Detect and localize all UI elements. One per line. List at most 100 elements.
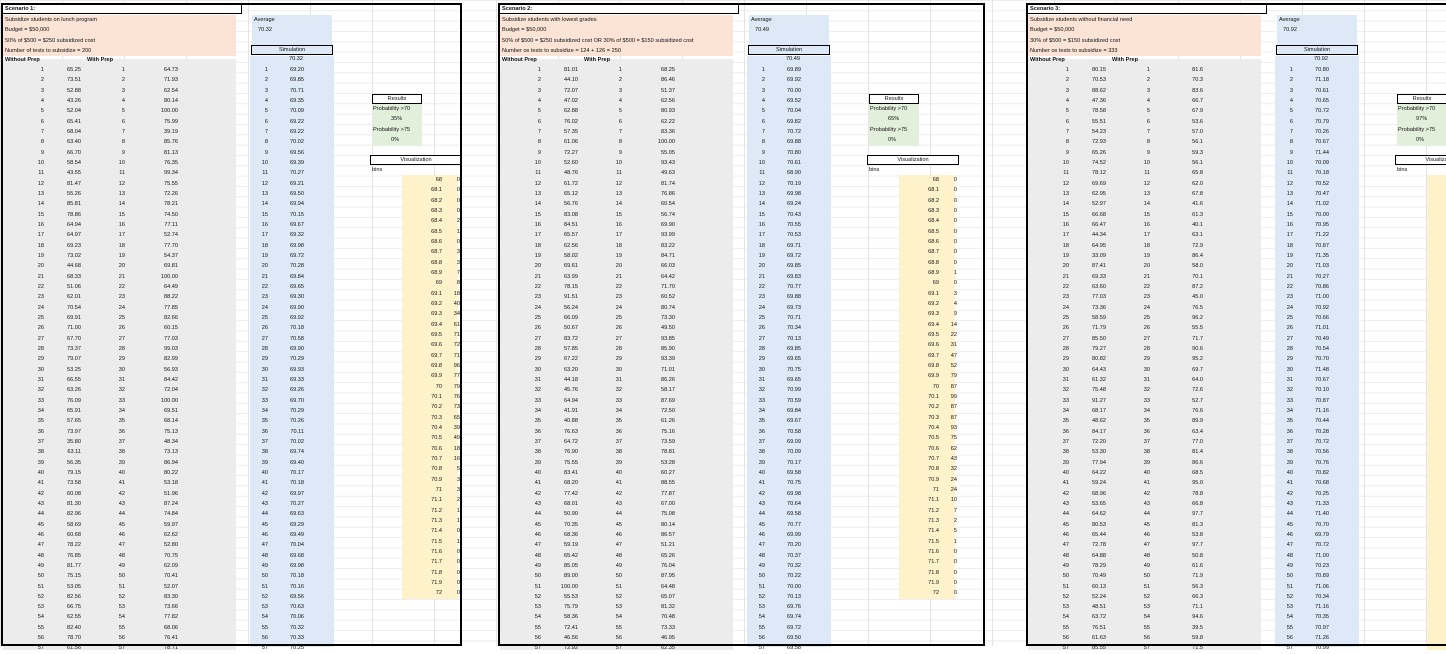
row-index-with: 27 [615, 335, 622, 342]
row-index-without: 18 [1062, 242, 1069, 249]
row-index-with: 6 [618, 118, 622, 125]
sim-value: 69.67 [787, 418, 801, 425]
sim-value: 69.63 [290, 511, 304, 518]
row-index-without: 37 [1062, 438, 1069, 445]
row-index-with: 34 [615, 407, 622, 414]
score-without-prep: 69.33 [1092, 273, 1106, 280]
simulation-header[interactable]: Simulation [251, 45, 333, 55]
sim-value: 70.79 [1315, 118, 1329, 125]
bin-value: 70 [932, 383, 939, 390]
sim-value: 69.22 [290, 118, 304, 125]
row-index-with: 5 [1146, 108, 1150, 115]
row-index-with: 16 [1143, 221, 1150, 228]
sim-value: 69.39 [290, 159, 304, 166]
row-index-with: 52 [615, 593, 622, 600]
score-without-prep: 65.26 [1092, 149, 1106, 156]
score-without-prep: 81.77 [67, 562, 81, 569]
row-index-without: 33 [1062, 397, 1069, 404]
sim-value: 70.28 [290, 263, 304, 270]
score-with-prep: 49.63 [661, 170, 675, 177]
score-with-prep: 40.1 [1192, 221, 1203, 228]
score-with-prep: 74.84 [164, 511, 178, 518]
row-index-with: 2 [121, 77, 125, 84]
bin-count: 0 [456, 569, 460, 576]
score-with-prep: 50.8 [1192, 552, 1203, 559]
simulation-header[interactable]: Simulation [1276, 45, 1358, 55]
score-with-prep: 85.76 [164, 139, 178, 146]
score-with-prep: 75.08 [661, 511, 675, 518]
score-without-prep: 84.51 [564, 221, 578, 228]
score-without-prep: 76.90 [564, 449, 578, 456]
score-without-prep: 82.96 [67, 511, 81, 518]
sim-value: 69.98 [290, 562, 304, 569]
score-with-prep: 62.62 [164, 531, 178, 538]
row-index-with: 9 [618, 149, 622, 156]
row-index-without: 4 [537, 97, 541, 104]
score-with-prep: 39.5 [1192, 624, 1203, 631]
row-index-without: 48 [37, 552, 44, 559]
score-without-prep: 100.00 [560, 583, 578, 590]
sim-value: 71.16 [1315, 407, 1329, 414]
row-index-without: 22 [534, 283, 541, 290]
score-without-prep: 59.19 [564, 542, 578, 549]
score-without-prep: 78.29 [1092, 562, 1106, 569]
sim-index: 17 [261, 232, 268, 239]
score-without-prep: 70.49 [1092, 573, 1106, 580]
bin-count: 0 [456, 590, 460, 597]
row-index-without: 36 [37, 428, 44, 435]
sim-value: 69.70 [290, 397, 304, 404]
results-header[interactable]: Results [869, 94, 919, 104]
row-index-with: 47 [615, 542, 622, 549]
score-with-prep: 61.6 [1192, 562, 1203, 569]
score-without-prep: 68.04 [67, 128, 81, 135]
row-index-without: 19 [37, 252, 44, 259]
bin-value: 69.7 [431, 352, 442, 359]
row-index-without: 39 [37, 459, 44, 466]
row-index-with: 31 [615, 376, 622, 383]
sim-index: 25 [261, 314, 268, 321]
row-index-without: 46 [37, 531, 44, 538]
bins-background [899, 175, 955, 599]
row-index-without: 55 [534, 624, 541, 631]
results-header[interactable]: Results [1397, 94, 1446, 104]
visualization-header[interactable]: Visualization [867, 155, 959, 165]
row-index-with: 42 [118, 490, 125, 497]
row-index-with: 14 [615, 201, 622, 208]
simulation-header[interactable]: Simulation [748, 45, 830, 55]
row-index-with: 14 [118, 201, 125, 208]
bin-value: 70.6 [928, 445, 939, 452]
row-index-without: 13 [37, 190, 44, 197]
sim-index: 52 [758, 593, 765, 600]
row-index-without: 14 [1062, 201, 1069, 208]
simulation-background [747, 56, 831, 647]
row-index-with: 13 [118, 190, 125, 197]
bin-count: 0 [456, 177, 460, 183]
row-index-with: 35 [1143, 418, 1150, 425]
bin-count: 0 [953, 187, 957, 194]
bin-count: 52 [950, 362, 957, 369]
row-index-with: 34 [118, 407, 125, 414]
score-with-prep: 55.05 [661, 149, 675, 156]
sim-value: 69.85 [787, 345, 801, 352]
sim-index: 16 [758, 221, 765, 228]
visualization-header[interactable]: Visualization [1395, 155, 1446, 165]
row-index-with: 17 [615, 232, 622, 239]
results-header[interactable]: Results [372, 94, 422, 104]
bin-count: 1 [456, 538, 460, 545]
score-without-prep: 55.26 [67, 190, 81, 197]
bin-count: 39 [453, 424, 460, 431]
row-index-without: 7 [40, 128, 44, 135]
score-with-prep: 56.74 [661, 211, 675, 218]
row-index-without: 12 [534, 180, 541, 187]
score-with-prep: 86.94 [164, 459, 178, 466]
description-line: Budget = $50,000 [5, 27, 50, 34]
row-index-with: 30 [118, 366, 125, 373]
bin-value: 70.5 [928, 435, 939, 442]
average-value: 70.32 [258, 27, 272, 34]
sim-index: 50 [758, 573, 765, 580]
row-index-with: 20 [118, 263, 125, 270]
row-index-with: 8 [1146, 139, 1150, 146]
sim-value: 70.49 [1315, 335, 1329, 342]
row-index-without: 28 [534, 345, 541, 352]
row-index-without: 11 [1063, 170, 1069, 177]
